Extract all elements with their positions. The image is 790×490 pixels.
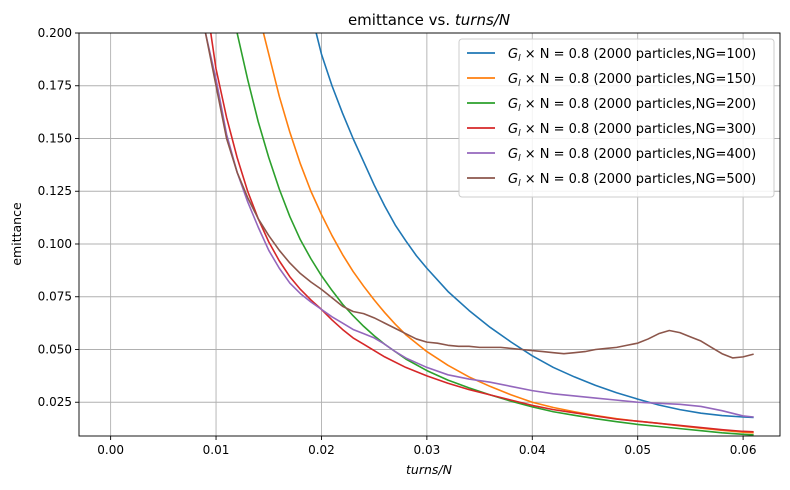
series-line-5 [204, 33, 754, 418]
legend-entry: Gl × N = 0.8 (2000 particles,NG=400) [508, 147, 756, 164]
series-line-6 [204, 33, 754, 359]
legend-entry: Gl × N = 0.8 (2000 particles,NG=500) [508, 172, 756, 189]
y-ticks: 0.025 0.050 0.075 0.100 0.125 0.150 0.175 0.200 [38, 26, 79, 409]
y-tick-label: 0.125 [38, 184, 72, 198]
x-tick-label: 0.05 [624, 443, 651, 457]
x-tick-label: 0.06 [730, 443, 757, 457]
x-axis-label: turns/N [406, 462, 453, 477]
series-line-3 [236, 33, 754, 436]
y-tick-label: 0.025 [38, 395, 72, 409]
legend-entry: Gl × N = 0.8 (2000 particles,NG=300) [508, 122, 756, 139]
x-tick-label: 0.01 [203, 443, 230, 457]
y-tick-label: 0.150 [38, 131, 72, 145]
x-tick-label: 0.02 [308, 443, 335, 457]
x-tick-label: 0.00 [97, 443, 124, 457]
x-tick-label: 0.04 [519, 443, 546, 457]
y-tick-label: 0.050 [38, 342, 72, 356]
legend: Gl × N = 0.8 (2000 particles,NG=100) Gl ×… [458, 38, 775, 198]
legend-box [458, 38, 775, 198]
y-tick-label: 0.200 [38, 26, 72, 40]
legend-entry: Gl × N = 0.8 (2000 particles,NG=100) [508, 47, 756, 64]
legend-entry: Gl × N = 0.8 (2000 particles,NG=200) [508, 97, 756, 114]
x-ticks: 0.00 0.01 0.02 0.03 0.04 0.05 0.06 [97, 436, 756, 457]
plot-lines [204, 33, 754, 436]
y-tick-label: 0.100 [38, 237, 72, 251]
y-axis-label: emittance [9, 202, 24, 266]
series-line-1 [315, 33, 754, 419]
chart-title: emittance vs. turns/N [348, 11, 510, 29]
axes-frame [78, 32, 781, 437]
y-tick-label: 0.075 [38, 290, 72, 304]
y-tick-label: 0.175 [38, 79, 72, 93]
legend-entry: Gl × N = 0.8 (2000 particles,NG=150) [508, 72, 756, 89]
series-line-4 [209, 33, 754, 433]
x-tick-label: 0.03 [414, 443, 441, 457]
